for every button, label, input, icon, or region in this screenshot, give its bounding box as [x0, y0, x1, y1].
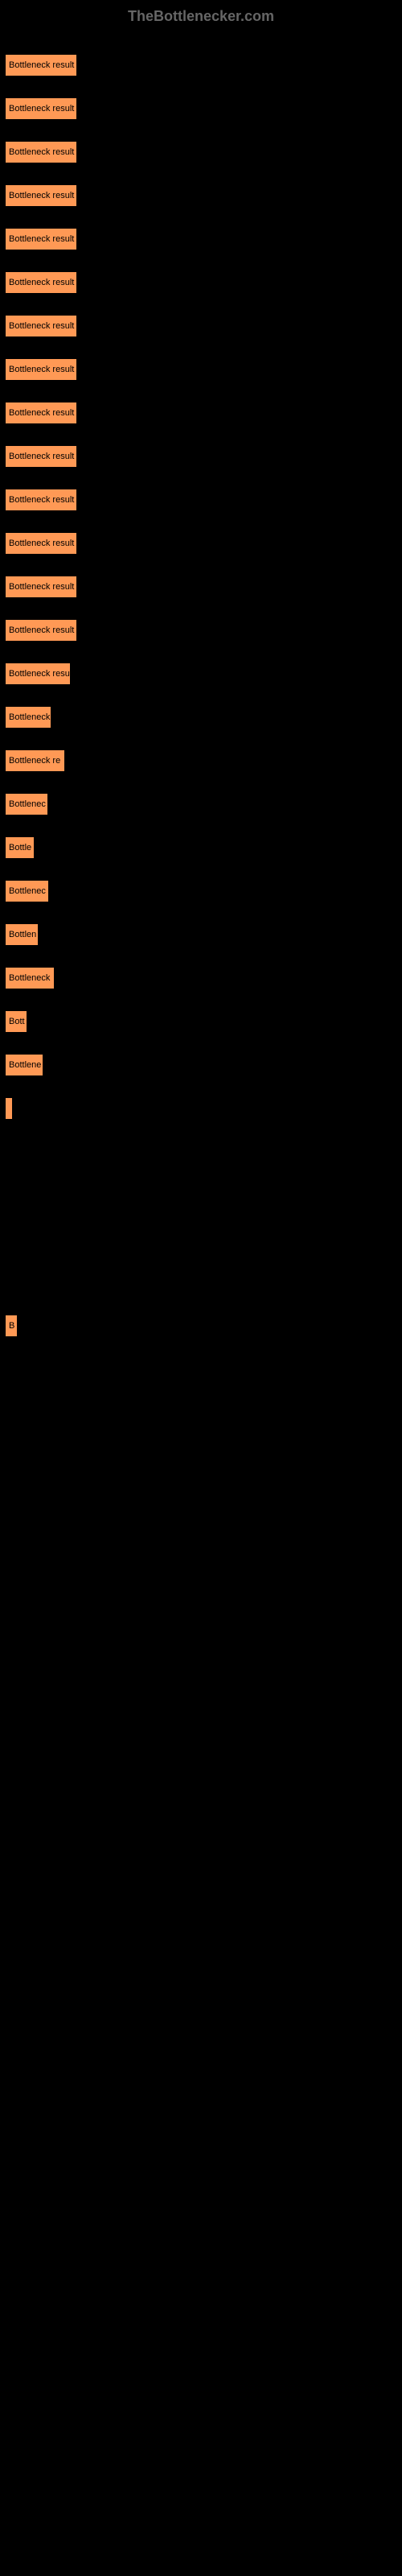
bar-row: Bottleneck result [5, 54, 402, 76]
bottleneck-bar[interactable] [5, 1097, 13, 1120]
bottleneck-bar[interactable]: Bottleneck result [5, 141, 77, 163]
bottleneck-bar[interactable]: Bottleneck result [5, 271, 77, 294]
bottleneck-bar[interactable]: Bottleneck result [5, 663, 71, 685]
bar-row: Bott [5, 1010, 402, 1033]
bar-row: Bottleneck result [5, 358, 402, 381]
bar-row [5, 1097, 402, 1120]
bar-row: Bottlene [5, 1054, 402, 1076]
bottleneck-bar[interactable]: Bottleneck result [5, 228, 77, 250]
bottleneck-bar[interactable]: Bottleneck [5, 967, 55, 989]
bar-row: Bottleneck [5, 967, 402, 989]
bottleneck-bar[interactable]: Bottleneck result [5, 54, 77, 76]
bottleneck-bar[interactable]: Bott [5, 1010, 27, 1033]
bar-row: Bottle [5, 836, 402, 859]
bar-row: Bottleneck result [5, 663, 402, 685]
bar-row: Bottleneck [5, 706, 402, 729]
bar-row: Bottleneck result [5, 532, 402, 555]
bar-row: Bottlenec [5, 880, 402, 902]
bar-row: Bottlenec [5, 793, 402, 815]
bottleneck-bar[interactable]: Bottleneck result [5, 532, 77, 555]
bar-row [5, 1141, 402, 1163]
bottleneck-bar[interactable]: Bottlenec [5, 793, 48, 815]
bar-row: Bottleneck re [5, 749, 402, 772]
bar-row [5, 1271, 402, 1294]
bottleneck-bar[interactable]: Bottleneck result [5, 358, 77, 381]
bar-row [5, 1184, 402, 1207]
bar-row: Bottleneck result [5, 402, 402, 424]
bar-row: Bottleneck result [5, 141, 402, 163]
bar-row: B [5, 1315, 402, 1337]
bottleneck-bar[interactable]: Bottleneck result [5, 402, 77, 424]
bar-row: Bottleneck result [5, 315, 402, 337]
bottleneck-bar[interactable]: Bottleneck result [5, 619, 77, 642]
bottleneck-bar[interactable]: Bottleneck re [5, 749, 65, 772]
bar-row [5, 1228, 402, 1250]
bottleneck-bar[interactable]: Bottleneck [5, 706, 51, 729]
bar-row: Bottleneck result [5, 228, 402, 250]
bar-row: Bottleneck result [5, 445, 402, 468]
bottleneck-bar[interactable]: Bottleneck result [5, 445, 77, 468]
bar-row: Bottleneck result [5, 619, 402, 642]
bottleneck-bar[interactable]: Bottleneck result [5, 97, 77, 120]
bar-row: Bottleneck result [5, 576, 402, 598]
bottleneck-bar[interactable]: Bottleneck result [5, 489, 77, 511]
bottleneck-bar[interactable]: Bottlene [5, 1054, 43, 1076]
bottleneck-bar[interactable]: Bottlen [5, 923, 39, 946]
bar-row: Bottleneck result [5, 489, 402, 511]
bottleneck-bar[interactable]: Bottlenec [5, 880, 49, 902]
bottleneck-bar[interactable]: Bottleneck result [5, 315, 77, 337]
site-header: TheBottlenecker.com [0, 0, 402, 33]
bar-row: Bottleneck result [5, 271, 402, 294]
bottleneck-bar[interactable]: Bottleneck result [5, 576, 77, 598]
bottleneck-bar[interactable]: Bottle [5, 836, 35, 859]
bars-list: Bottleneck result Bottleneck result Bottle… [0, 54, 402, 1337]
bar-row: Bottleneck result [5, 97, 402, 120]
bar-row: Bottlen [5, 923, 402, 946]
bar-row: Bottleneck result [5, 184, 402, 207]
bottleneck-bar[interactable]: Bottleneck result [5, 184, 77, 207]
bottleneck-bar[interactable]: B [5, 1315, 18, 1337]
